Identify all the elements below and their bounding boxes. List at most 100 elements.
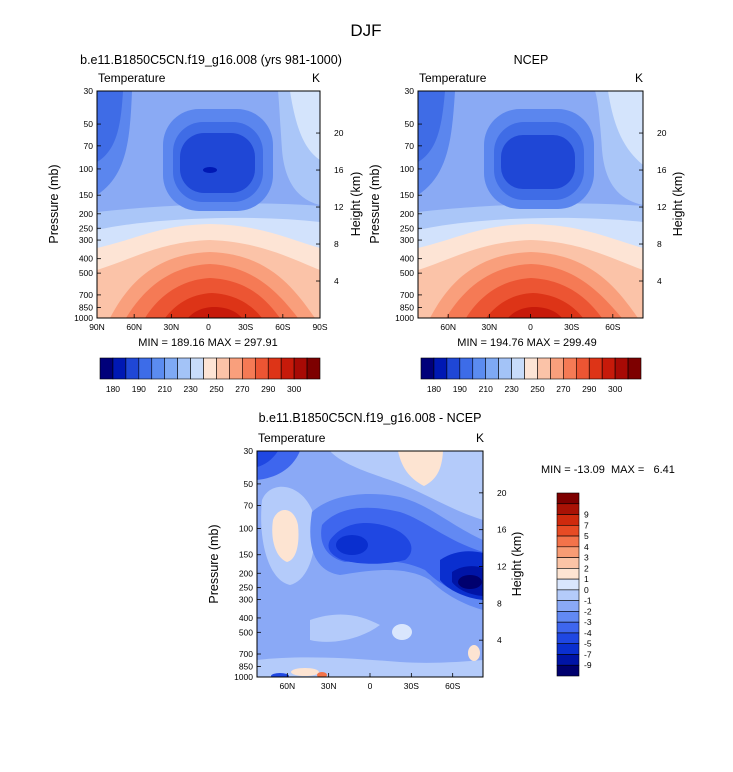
contour-surface-warm-south (468, 645, 480, 661)
colorbar-box (203, 357, 217, 380)
colorbar-label: 7 (584, 520, 589, 530)
colorbar-box (550, 357, 564, 380)
panel-ncep: NCEP Temperature K 305070100150200250300… (368, 53, 685, 349)
contour-field (97, 91, 320, 318)
colorbar-label: 250 (530, 384, 544, 394)
contour-stratosphere-core (501, 135, 575, 189)
contour-surface-hot (317, 672, 327, 677)
colorbar-box (556, 546, 580, 558)
panel-title: b.e11.B1850C5CN.f19_g16.008 - NCEP (259, 411, 482, 425)
contour-warm-6 (486, 293, 583, 318)
colorbar-box (563, 357, 577, 380)
y-tick-label: 300 (79, 235, 93, 245)
contour-polar-cold-core (97, 91, 123, 162)
colorbar-label: -3 (584, 617, 592, 627)
colorbar-box (575, 357, 590, 380)
colorbar-box (601, 357, 616, 380)
x-tick-label: 60N (126, 322, 142, 332)
contour-surface-warm (291, 668, 319, 676)
y-tick-label: 70 (244, 501, 254, 511)
colorbar-box (556, 611, 580, 623)
colorbar-label: 210 (158, 384, 172, 394)
colorbar-label: 2 (584, 563, 589, 573)
colorbar-label: -2 (584, 606, 592, 616)
height-tick-label: 4 (497, 635, 502, 645)
panel-model: b.e11.B1850C5CN.f19_g16.008 (yrs 981-100… (47, 53, 363, 349)
y-tick-label: 200 (400, 209, 414, 219)
height-tick-label: 12 (334, 202, 344, 212)
colorbar-box (433, 357, 448, 380)
colorbar-box (280, 357, 295, 380)
colorbar-label: 180 (427, 384, 441, 394)
y-tick-label: 30 (405, 86, 415, 96)
colorbar-box (556, 557, 580, 569)
colorbar-label: 230 (183, 384, 197, 394)
y-tick-label: 500 (239, 627, 253, 637)
left-string: Temperature (98, 71, 166, 85)
colorbar-label: 290 (582, 384, 596, 394)
y-tick-label: 100 (400, 164, 414, 174)
contour-field (257, 451, 483, 677)
colorbar-label: 250 (209, 384, 223, 394)
colorbar-box (420, 357, 435, 380)
contour-lower-light (310, 614, 380, 642)
height-tick-label: 12 (657, 202, 667, 212)
colorbar-box (254, 357, 269, 380)
contour-upper-warm (398, 451, 443, 486)
y-tick-label: 400 (239, 613, 253, 623)
colorbar-box (216, 357, 230, 380)
x-tick-label: 60S (445, 681, 460, 691)
y-tick-label: 500 (79, 268, 93, 278)
colorbar-label: 3 (584, 553, 589, 563)
contour-left-warm (272, 510, 299, 562)
x-tick-label: 60S (275, 322, 290, 332)
colorbar-box (614, 357, 629, 380)
contour-polar-cold-core (418, 91, 445, 162)
left-string: Temperature (258, 431, 326, 445)
colorbar-label: 270 (235, 384, 249, 394)
y-tick-label: 70 (84, 141, 94, 151)
colorbar-label: 230 (504, 384, 518, 394)
x-tick-label: 30N (321, 681, 337, 691)
colorbar-label: 300 (287, 384, 301, 394)
y-tick-label: 150 (239, 550, 253, 560)
colorbar-box (556, 503, 580, 515)
contour-minimum (203, 167, 217, 173)
y-axis-label: Pressure (mb) (207, 524, 221, 603)
x-tick-label: 30S (238, 322, 253, 332)
y-tick-label: 250 (79, 223, 93, 233)
y-tick-label: 250 (239, 583, 253, 593)
y-tick-label: 500 (400, 268, 414, 278)
y-tick-label: 850 (79, 302, 93, 312)
y-tick-label: 50 (405, 119, 415, 129)
axes: 305070100150200250300400500700850100060N… (395, 86, 667, 332)
y-tick-label: 700 (79, 290, 93, 300)
colorbar-box (556, 600, 580, 612)
right-string: K (312, 71, 320, 85)
colorbar-box (511, 357, 525, 380)
colorbar-box (556, 524, 580, 537)
x-tick-label: 30S (564, 322, 579, 332)
contour-upper-light (330, 451, 483, 520)
colorbar-label: 210 (479, 384, 493, 394)
colorbar-box (164, 357, 178, 380)
colorbar-box (556, 578, 580, 591)
contour-surface-cold (271, 673, 289, 677)
colorbar-label: 0 (584, 585, 589, 595)
colorbar-label: 9 (584, 510, 589, 520)
colorbar-box (627, 357, 642, 380)
right-string: K (476, 431, 484, 445)
contour-warm-7 (508, 307, 562, 318)
colorbar-label: 300 (608, 384, 622, 394)
colorbar: 180 190 210 230 250 270 290 300 (420, 357, 642, 394)
colorbar-box (556, 514, 580, 526)
colorbar-label: 180 (106, 384, 120, 394)
colorbar-box (229, 357, 243, 380)
axes: 305070100150200250300400500700850100060N… (234, 446, 507, 691)
y-axis-label: Pressure (mb) (368, 164, 382, 243)
axes: 305070100150200250300400500700850100090N… (74, 86, 344, 332)
y-axis-label: Pressure (mb) (47, 164, 61, 243)
y-axis-label-right: Height (km) (671, 172, 685, 237)
colorbar-box (556, 621, 580, 634)
